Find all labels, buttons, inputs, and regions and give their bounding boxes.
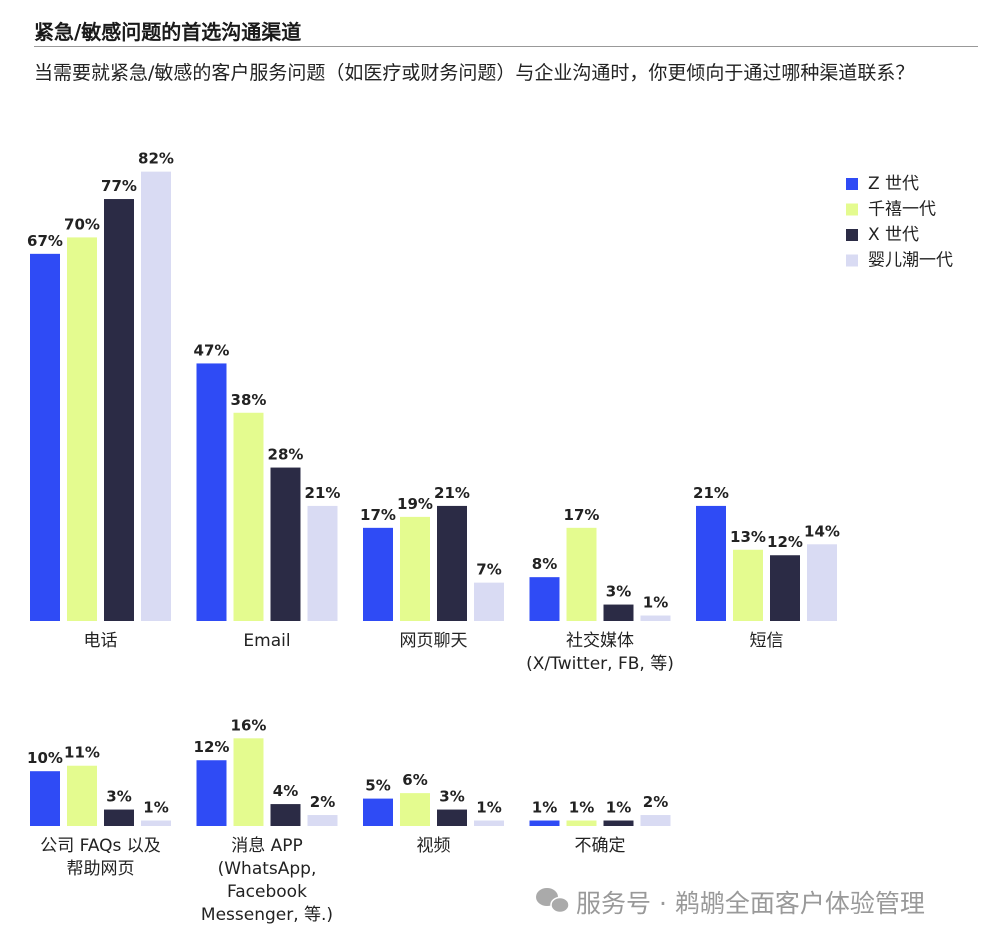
bar [30,253,60,621]
category-label: 短信 [749,631,784,651]
value-label: 17% [360,506,396,524]
category-label: 视频 [416,836,451,856]
bar [400,793,430,826]
bar [400,516,430,621]
value-label: 12% [194,738,230,756]
value-label: 3% [606,583,631,601]
bar [474,582,504,621]
value-label: 4% [273,782,298,800]
value-label: 21% [305,484,341,502]
bar [603,604,634,621]
value-label: 8% [532,555,557,573]
bar [640,615,671,621]
bar [141,820,171,826]
bar [566,527,597,621]
value-label: 11% [64,744,100,762]
legend-swatch [846,254,858,267]
bar [529,577,560,621]
bar [566,820,597,826]
bar [307,815,338,826]
category-label: 不确定 [574,836,626,856]
value-label: 3% [106,788,131,806]
value-label: 2% [310,793,335,811]
value-label: 10% [27,749,63,767]
wechat-icon [536,888,570,914]
bar [437,505,467,621]
bar [437,809,467,826]
value-label: 7% [476,561,501,579]
value-label: 1% [569,799,594,817]
legend-swatch [846,229,858,241]
bar [30,771,60,826]
category-label: 公司 FAQs 以及 帮助网页 [40,836,161,879]
bar [67,237,97,621]
value-label: 1% [476,799,501,817]
value-label: 17% [564,506,600,524]
title-rule [34,46,978,47]
category-label: 社交媒体 (X/Twitter, FB, 等) [526,631,674,674]
category-label: Email [243,631,291,651]
value-label: 6% [402,771,427,789]
value-label: 77% [101,177,137,195]
legend-label: 千禧一代 [868,200,936,220]
legend-label: Z 世代 [868,174,919,194]
value-label: 16% [231,716,267,734]
legend-swatch [846,203,858,216]
value-label: 1% [643,594,668,612]
bar [270,467,301,621]
value-label: 38% [231,391,267,409]
value-label: 12% [767,533,803,551]
value-label: 1% [532,799,557,817]
bar [529,820,560,826]
bar [307,505,338,621]
bar [233,738,264,826]
category-label: 网页聊天 [399,631,468,651]
value-label: 1% [143,799,168,817]
value-label: 3% [439,788,464,806]
bar [733,549,763,621]
bar [104,809,134,826]
bar [363,527,393,621]
legend-swatch [846,178,858,190]
value-label: 47% [194,341,230,359]
value-label: 28% [268,446,304,464]
bar [474,820,504,826]
legend-label: X 世代 [868,225,919,245]
bar [807,544,837,621]
bar [196,363,227,621]
bar [640,815,671,826]
bar [270,804,301,826]
bar [104,199,134,622]
bar [141,171,171,621]
value-label: 13% [730,528,766,546]
bar [770,555,800,621]
value-label: 82% [138,150,174,168]
watermark: 服务号 · 鹈鹕全面客户体验管理 [576,889,925,918]
subtitle: 当需要就紧急/敏感的客户服务问题（如医疗或财务问题）与企业沟通时，你更倾向于通过… [34,62,915,84]
value-label: 70% [64,215,100,233]
value-label: 67% [27,232,63,250]
category-label: 消息 APP (WhatsApp, Facebook Messenger, 等.… [200,836,334,925]
value-label: 19% [397,495,433,513]
bar [696,505,726,621]
value-label: 21% [434,484,470,502]
value-label: 2% [643,793,668,811]
legend-label: 婴儿潮一代 [868,251,953,271]
value-label: 14% [804,522,840,540]
category-label: 电话 [83,631,118,651]
bar [196,760,227,826]
value-label: 21% [693,484,729,502]
value-label: 5% [365,777,390,795]
title: 紧急/敏感问题的首选沟通渠道 [34,20,302,44]
bar [233,412,264,621]
value-label: 1% [606,799,631,817]
bar [363,798,393,826]
bar [67,765,97,826]
bar [603,820,634,826]
